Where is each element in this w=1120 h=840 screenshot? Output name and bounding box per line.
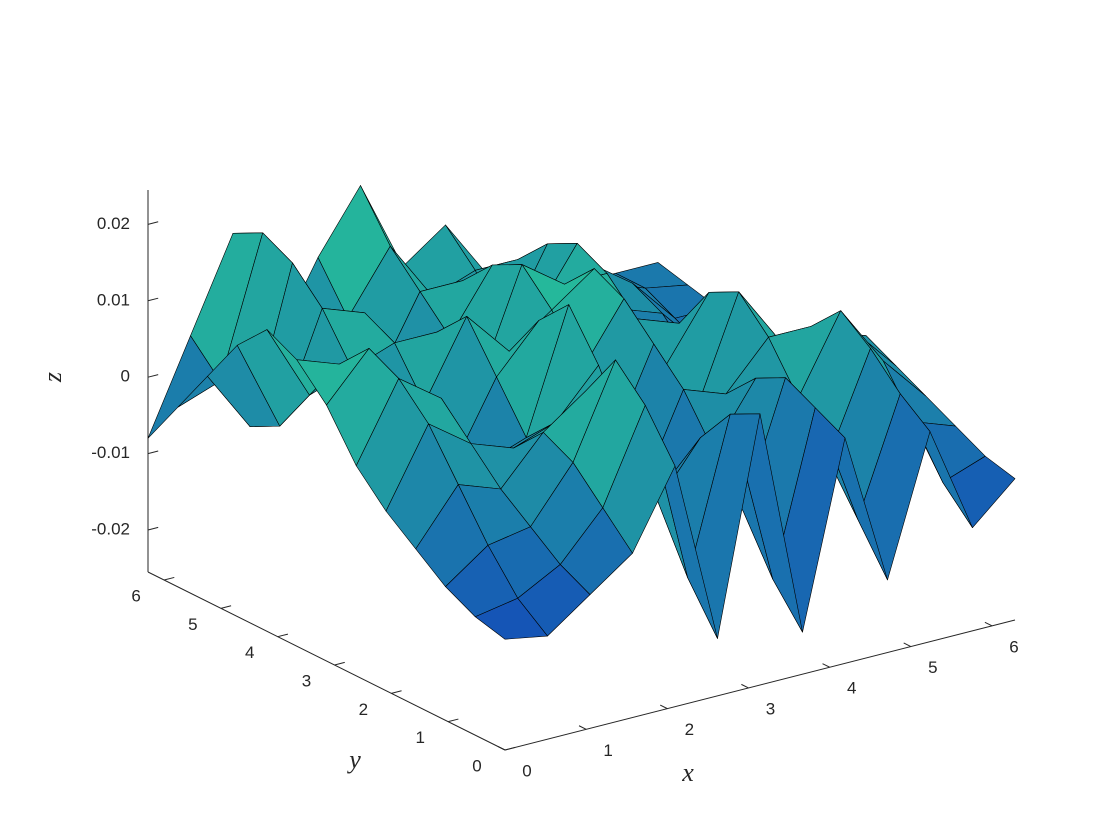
x-tick-label: 5: [928, 658, 937, 677]
x-tick: [984, 621, 993, 627]
x-tick-label: 2: [685, 720, 694, 739]
x-tick: [822, 663, 830, 668]
y-tick-label: 6: [131, 587, 140, 606]
y-tick: [220, 605, 232, 609]
x-axis-label: x: [681, 758, 694, 787]
x-tick: [497, 745, 506, 751]
z-tick: [147, 221, 159, 225]
y-axis-label: y: [346, 745, 361, 774]
z-tick: [147, 374, 159, 378]
z-tick: [147, 526, 159, 531]
y-tick-label: 4: [245, 643, 254, 662]
x-tick: [578, 725, 587, 730]
x-tick: [741, 683, 749, 689]
y-tick: [163, 576, 175, 581]
y-tick: [391, 690, 402, 694]
y-tick-label: 0: [472, 756, 481, 775]
z-axis-label: z: [38, 372, 67, 383]
z-tick: [147, 450, 159, 455]
z-tick-label: 0: [121, 367, 130, 386]
y-tick-label: 5: [188, 615, 197, 634]
y-tick: [277, 633, 289, 638]
x-tick-label: 0: [522, 761, 531, 780]
z-tick-label: 0.01: [97, 290, 130, 309]
x-tick-label: 6: [1009, 637, 1018, 656]
z-tick: [147, 297, 159, 302]
y-tick: [334, 661, 345, 666]
y-tick-label: 3: [302, 671, 311, 690]
y-tick: [504, 746, 516, 751]
x-tick: [659, 704, 668, 710]
z-tick-label: -0.02: [91, 519, 130, 538]
surface-patch: [474, 597, 548, 640]
z-tick-label: -0.01: [91, 443, 130, 462]
x-tick-label: 1: [603, 741, 612, 760]
x-tick-label: 4: [847, 679, 856, 698]
x-axis: [504, 619, 1016, 751]
y-tick: [448, 718, 459, 723]
z-tick-label: 0.02: [97, 214, 130, 233]
x-tick-label: 3: [766, 699, 775, 718]
y-axis: [147, 571, 506, 751]
x-tick: [903, 642, 912, 647]
y-tick-label: 1: [415, 728, 424, 747]
y-tick-label: 2: [359, 700, 368, 719]
